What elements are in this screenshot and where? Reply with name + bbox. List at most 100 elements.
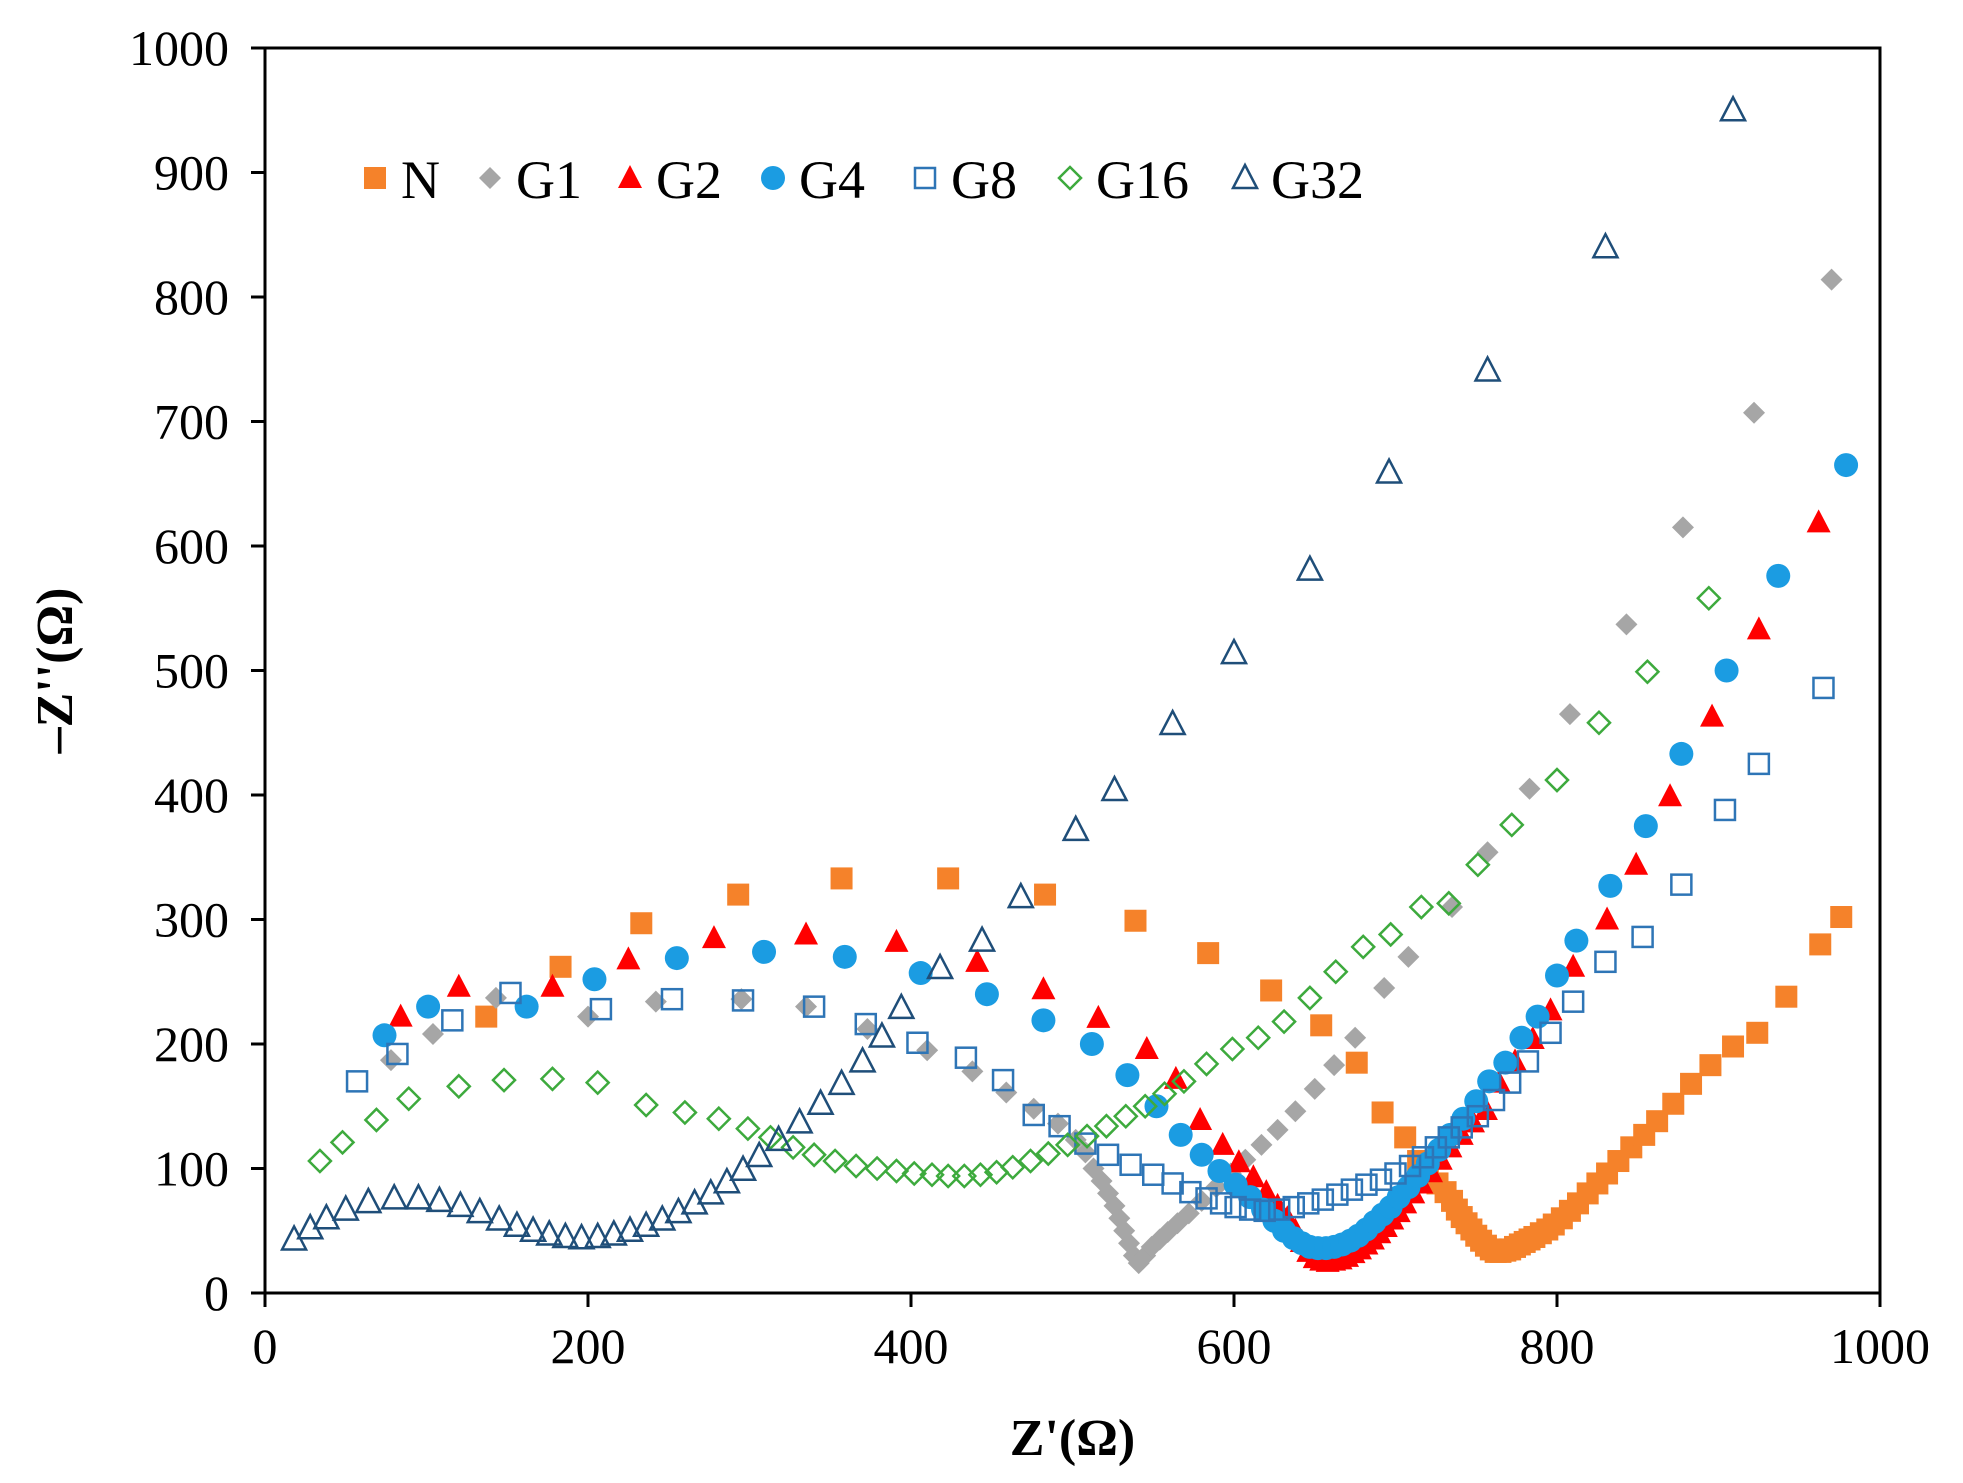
data-point: [584, 1069, 611, 1096]
data-point: [1219, 1036, 1246, 1062]
legend-label: G8: [951, 150, 1017, 210]
data-point: [1074, 1123, 1100, 1149]
x-tick-label: 800: [1520, 1318, 1595, 1374]
data-point: [1207, 1158, 1232, 1183]
data-point: [1250, 1133, 1273, 1156]
data-point: [535, 1218, 564, 1246]
data-point: [1310, 1014, 1333, 1037]
data-point: [1722, 1035, 1745, 1058]
data-point: [1820, 268, 1843, 291]
data-point: [1134, 1035, 1159, 1059]
x-tick-label: 600: [1197, 1318, 1272, 1374]
data-point: [446, 1073, 472, 1100]
series-g16: [307, 585, 1722, 1189]
data-point: [1151, 1081, 1178, 1107]
data-point: [514, 994, 539, 1019]
data-point: [1142, 1163, 1165, 1186]
legend-label: G2: [656, 150, 722, 210]
data-point: [908, 961, 933, 986]
data-points: [280, 94, 1859, 1275]
data-point: [1323, 1054, 1346, 1077]
data-point: [363, 1107, 390, 1133]
data-point: [1371, 1101, 1394, 1124]
legend-item-g1: G1: [479, 150, 582, 210]
y-tick-label: 600: [154, 518, 229, 574]
legend-item-g32: G32: [1230, 150, 1364, 210]
data-point: [551, 1221, 580, 1249]
data-point: [801, 1142, 827, 1168]
data-point: [1132, 1093, 1158, 1120]
data-point: [1006, 881, 1035, 909]
data-point: [1595, 906, 1620, 930]
data-point: [1034, 883, 1057, 906]
data-point: [1670, 873, 1693, 896]
data-point: [991, 1068, 1015, 1092]
data-point: [906, 1031, 929, 1055]
data-point: [1669, 741, 1694, 766]
data-point: [1188, 1106, 1213, 1130]
data-point: [1473, 354, 1502, 382]
data-point: [1253, 1199, 1276, 1223]
data-point: [937, 867, 960, 890]
data-point: [1031, 976, 1056, 1000]
data-point: [1311, 1188, 1335, 1211]
legend-label: G4: [799, 150, 865, 210]
data-point: [502, 1210, 532, 1238]
data-point: [1775, 985, 1798, 1008]
legend: N G1 G2 G4 G8 G16 G32: [364, 150, 1364, 210]
y-tick-label: 400: [154, 767, 229, 823]
data-point: [961, 1060, 984, 1083]
data-point: [446, 973, 471, 997]
data-point: [1766, 563, 1791, 588]
data-point: [832, 944, 857, 969]
data-point: [380, 1182, 409, 1210]
data-point: [539, 1066, 566, 1092]
data-point: [1499, 812, 1525, 838]
data-point: [1266, 1118, 1289, 1141]
legend-marker: [761, 166, 785, 190]
data-point: [425, 1185, 454, 1213]
data-point: [1830, 906, 1853, 929]
data-point: [1438, 1122, 1463, 1147]
data-point: [1518, 777, 1541, 800]
data-point: [1115, 1063, 1140, 1088]
data-point: [1465, 851, 1491, 878]
data-point: [974, 982, 999, 1007]
data-point: [1631, 925, 1654, 949]
legend-item-g2: G2: [618, 150, 722, 210]
data-point: [1384, 1162, 1407, 1185]
data-point: [1398, 1154, 1422, 1178]
data-point: [1466, 1104, 1490, 1128]
data-point: [372, 1023, 397, 1048]
data-point: [1476, 841, 1499, 864]
data-point: [1079, 1032, 1104, 1056]
data-point: [1806, 509, 1831, 533]
data-point: [785, 1106, 814, 1134]
data-point: [1355, 1173, 1378, 1196]
data-point: [1086, 1004, 1111, 1028]
data-point: [485, 1203, 514, 1231]
data-point: [1189, 1142, 1214, 1167]
data-point: [854, 1012, 878, 1036]
data-point: [730, 988, 753, 1011]
data-point: [1558, 703, 1581, 726]
data-point: [965, 948, 990, 972]
data-point: [1394, 1126, 1417, 1149]
data-point: [404, 1182, 433, 1210]
data-point: [1350, 934, 1376, 960]
y-tick-label: 900: [154, 145, 229, 201]
data-point: [830, 867, 853, 890]
data-point: [1482, 1088, 1506, 1112]
data-point: [567, 1222, 596, 1250]
data-point: [616, 946, 641, 970]
data-point: [802, 995, 826, 1018]
y-axis-title: –Z''(Ω): [27, 588, 84, 755]
data-point: [1046, 1112, 1069, 1135]
legend-label: G1: [516, 150, 582, 210]
x-tick-label: 1000: [1830, 1318, 1930, 1374]
data-point: [446, 1190, 475, 1218]
data-point: [1812, 676, 1835, 700]
data-point: [864, 1155, 890, 1182]
